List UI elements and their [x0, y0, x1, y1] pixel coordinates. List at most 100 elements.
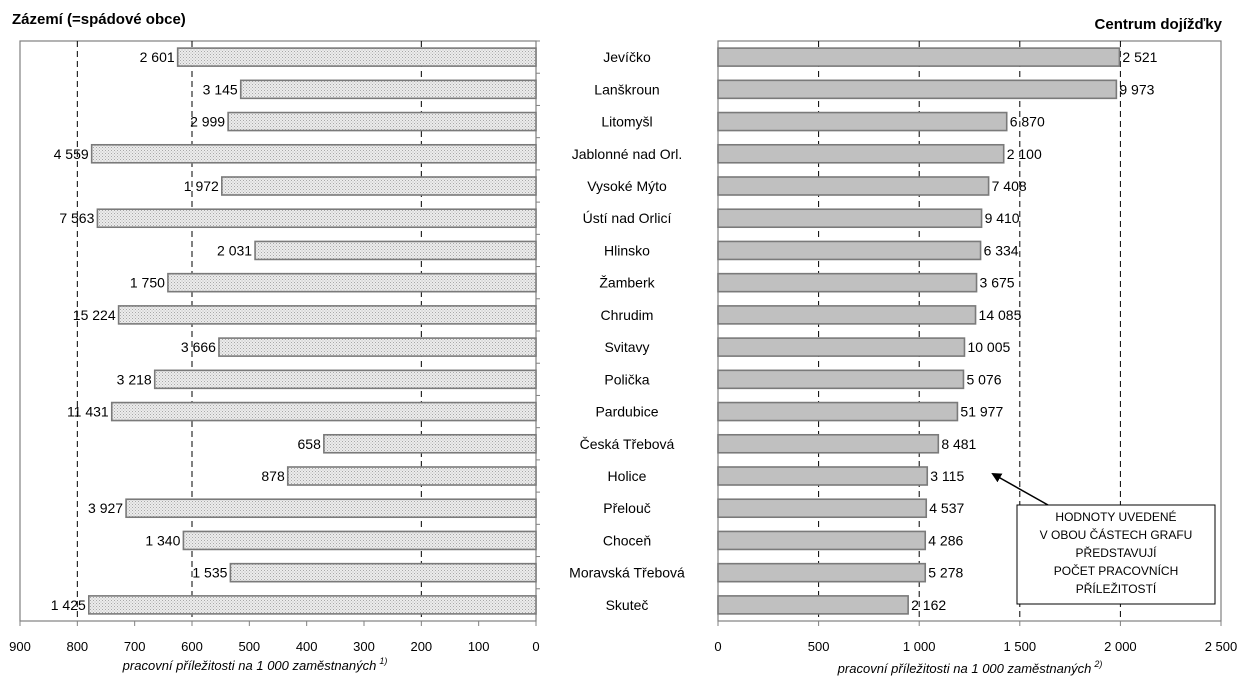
- left-bar-value-label: 4 559: [54, 146, 89, 162]
- right-bar: [717, 466, 929, 486]
- left-x-tick-label: 400: [296, 639, 318, 654]
- category-label: Česká Třebová: [580, 436, 675, 452]
- left-bar-value-label: 2 031: [217, 242, 252, 258]
- right-axis-label: pracovní příležitosti na 1 000 zaměstnan…: [837, 659, 1103, 676]
- right-bar-value-label: 8 481: [941, 436, 976, 452]
- right-bar: [717, 498, 928, 519]
- left-x-tick-label: 800: [66, 639, 88, 654]
- right-bar-value-label: 2 100: [1007, 146, 1042, 162]
- right-bar-value-label: 5 278: [928, 565, 963, 581]
- left-bar: [153, 369, 537, 390]
- right-bar-value-label: 2 521: [1122, 49, 1157, 65]
- left-bar-value-label: 878: [261, 468, 285, 484]
- right-bar: [717, 401, 959, 422]
- left-bar-value-label: 2 601: [140, 49, 175, 65]
- left-bar-value-label: 1 972: [184, 178, 219, 194]
- left-x-tick-label: 600: [181, 639, 203, 654]
- right-bar-value-label: 4 286: [928, 532, 963, 548]
- right-bar: [717, 111, 1008, 132]
- category-label: Holice: [608, 468, 647, 484]
- left-bar-value-label: 11 431: [67, 404, 109, 420]
- left-bar: [176, 47, 537, 67]
- category-label: Polička: [604, 371, 649, 387]
- right-x-tick-label: 0: [714, 639, 721, 654]
- right-plot-area: [717, 40, 1222, 622]
- left-bar-value-label: 7 563: [59, 210, 94, 226]
- category-label: Jablonné nad Orl.: [572, 146, 683, 162]
- left-x-tick-label: 900: [9, 639, 31, 654]
- left-bar-value-label: 1 535: [192, 565, 227, 581]
- right-bar: [717, 595, 909, 615]
- category-label: Pardubice: [595, 404, 658, 420]
- left-bar: [182, 530, 537, 551]
- left-bar: [229, 562, 537, 583]
- right-bar: [717, 562, 927, 583]
- annotation-line-1: HODNOTY UVEDENÉ: [1055, 509, 1176, 524]
- right-bar-value-label: 10 005: [967, 339, 1010, 355]
- left-bar: [323, 433, 537, 454]
- left-bar-value-label: 1 340: [145, 532, 180, 548]
- category-label: Lanškroun: [594, 81, 659, 97]
- left-bar: [239, 79, 537, 100]
- right-bar: [717, 143, 1005, 164]
- right-x-tick-label: 2 500: [1205, 639, 1238, 654]
- right-bar-value-label: 4 537: [929, 500, 964, 516]
- left-x-tick-label: 0: [532, 639, 539, 654]
- right-bar: [717, 208, 983, 229]
- right-bar: [717, 176, 990, 196]
- category-label: Moravská Třebová: [569, 565, 685, 581]
- right-chart-title: Centrum dojížďky: [1095, 16, 1223, 33]
- left-bar-value-label: 3 218: [117, 371, 152, 387]
- left-bar: [254, 240, 537, 261]
- left-bar-value-label: 1 425: [51, 597, 86, 613]
- category-label: Skuteč: [606, 597, 649, 613]
- category-label: Litomyšl: [601, 114, 652, 130]
- left-bar-value-label: 3 927: [88, 500, 123, 516]
- annotation-line-3: PŘEDSTAVUJÍ: [1076, 545, 1158, 560]
- annotation-line-5: PŘÍLEŽITOSTÍ: [1076, 581, 1157, 596]
- right-bar-value-label: 6 334: [984, 242, 1019, 258]
- right-bar: [717, 305, 977, 325]
- annotation-arrow: [991, 473, 1049, 506]
- right-bar: [717, 47, 1121, 67]
- right-bar-value-label: 3 115: [930, 468, 964, 484]
- right-bar-value-label: 7 408: [992, 178, 1027, 194]
- right-bar: [717, 433, 940, 454]
- right-bar-value-label: 14 085: [979, 307, 1022, 323]
- left-bar: [221, 176, 537, 196]
- category-label: Svitavy: [604, 339, 649, 355]
- category-label: Žamberk: [599, 275, 655, 291]
- left-bar: [96, 208, 537, 229]
- right-x-tick-label: 1 500: [1004, 639, 1037, 654]
- left-x-tick-label: 300: [353, 639, 375, 654]
- category-label: Ústí nad Orlicí: [583, 210, 672, 226]
- right-bar: [717, 337, 966, 357]
- left-bar: [167, 272, 537, 293]
- right-bar-value-label: 2 162: [911, 597, 946, 613]
- left-chart-title: Zázemí (=spádové obce): [12, 11, 186, 28]
- right-bar: [717, 79, 1118, 100]
- right-x-tick-label: 2 000: [1104, 639, 1137, 654]
- right-bar: [717, 369, 965, 390]
- left-bar: [110, 401, 537, 422]
- right-bar-value-label: 9 410: [985, 210, 1020, 226]
- right-bar: [717, 272, 978, 293]
- left-x-tick-label: 100: [468, 639, 490, 654]
- right-x-tick-label: 500: [808, 639, 830, 654]
- left-bar: [218, 337, 537, 357]
- category-label: Jevíčko: [603, 49, 651, 65]
- right-bar-value-label: 51 977: [960, 404, 1003, 420]
- annotation-line-4: POČET PRACOVNÍCH: [1054, 563, 1178, 578]
- right-bar-value-label: 3 675: [980, 275, 1015, 291]
- left-axis-label: pracovní příležitosti na 1 000 zaměstnan…: [122, 656, 388, 673]
- left-bar-value-label: 1 750: [130, 275, 165, 291]
- category-label: Choceň: [603, 532, 651, 548]
- left-bar: [227, 111, 537, 132]
- right-x-tick-label: 1 000: [903, 639, 936, 654]
- category-label: Vysoké Mýto: [587, 178, 667, 194]
- left-bar-value-label: 658: [298, 436, 322, 452]
- annotation-callout: HODNOTY UVEDENÉ V OBOU ČÁSTECH GRAFU PŘE…: [991, 473, 1216, 605]
- right-bar: [717, 240, 982, 261]
- left-x-tick-label: 500: [238, 639, 260, 654]
